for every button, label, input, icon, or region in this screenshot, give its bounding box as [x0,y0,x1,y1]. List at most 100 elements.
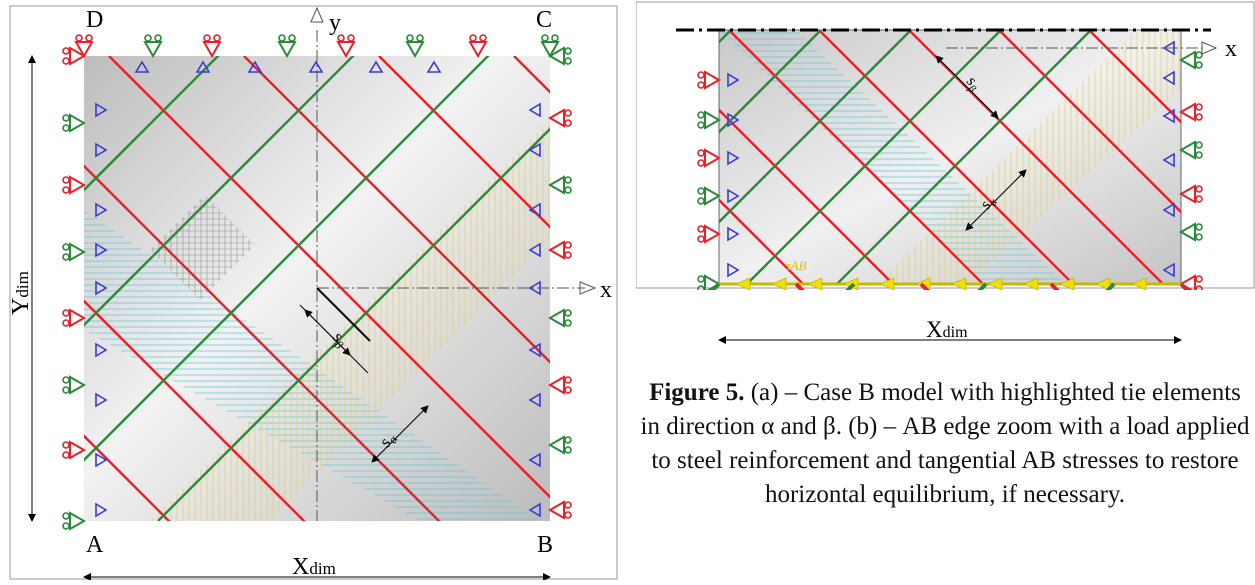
roller-support-left [62,242,87,262]
blue-support-right [528,280,541,296]
alpha-tie-line-b [1088,30,1181,124]
roller-support-right [547,240,572,260]
beta-tie-line [84,56,220,192]
beta-tie-line-b [836,30,1093,284]
panel-b-frame [635,1,1255,289]
tau-ab-arrow [1131,277,1147,291]
blue-support-left [95,242,108,258]
tau-ab-arrow [951,277,967,291]
blue-support-top [308,60,324,73]
tau-ab-arrow [771,277,787,291]
roller-support-left [62,511,87,531]
s-beta-arrow-b [935,55,999,119]
s-alpha-arrow [371,405,429,463]
blue-support-left-b [727,188,740,204]
beta-tie-line-b [746,30,1003,284]
roller-support-left [62,440,87,460]
tau-ab-arrow [735,277,751,291]
panel-b-bottom: Xdim [636,290,1255,370]
figure-caption: Figure 5. (a) – Case B model with highli… [640,376,1250,512]
tau-ab-label: τAB [786,258,807,273]
blue-support-left [95,142,108,158]
roller-support-top [74,34,94,59]
case-b-model-diagram: y x sβ sα D C A B Xdim Ydim [8,5,618,581]
blue-support-left-b [727,150,740,166]
roller-support-right [547,108,572,128]
alpha-tie-line [84,299,306,521]
panel-a: y x sβ sα D C A B Xdim Ydim [0,0,618,581]
blue-support-left-b [727,72,740,88]
roller-support-right [547,175,572,195]
roller-support-left [62,113,87,133]
roller-support-left-b [697,186,722,206]
roller-support-top [540,34,560,59]
beta-tie-lines [84,56,550,521]
x-axis-label-b: x [1225,36,1237,62]
s-beta-arrow [304,309,351,356]
corner-label-a: A [86,532,104,558]
roller-support-top [202,34,222,59]
beta-tie-line-b [636,0,669,284]
blue-support-top [195,60,211,73]
roller-support-left [62,308,87,328]
blue-support-right [528,452,541,468]
x-axis-arrow [579,281,597,295]
blue-support-right [528,142,541,158]
beta-tie-line [84,56,355,327]
roller-support-left [62,175,87,195]
alpha-tie-line [84,434,171,521]
blue-support-top [134,60,150,73]
roller-support-right-b [1178,102,1203,122]
panel-b-bottom-svg: Xdim [718,317,1182,344]
blue-support-right-b [1162,152,1175,168]
corner-label-c: C [536,7,552,33]
tau-ab-arrow [879,277,895,291]
alpha-tie-line [84,164,441,521]
roller-support-left-b [697,148,722,168]
roller-support-top [468,34,488,59]
s-alpha-arrow-b [965,169,1027,231]
y-axis-label: y [329,10,341,36]
blue-support-left-b [727,262,740,278]
blue-support-right [528,202,541,218]
blue-support-left [95,452,108,468]
blue-support-right [528,102,541,118]
x-axis-arrow-b [1201,41,1218,55]
blue-support-right-b [1162,108,1175,124]
blue-support-right-b [1162,202,1175,218]
alpha-tie-lines [84,56,550,521]
alpha-tie-line-b [719,108,895,284]
beta-tie-line [157,127,550,521]
blue-support-left [95,202,108,218]
roller-support-right [547,435,572,455]
alpha-tie-line [108,56,550,499]
blue-support-right [528,242,541,258]
blue-support-left [95,502,108,518]
tau-ab-arrow [1095,277,1111,291]
roller-support-right-b [1178,50,1203,70]
beta-tie-line-b [719,30,823,134]
roller-support-right [547,308,572,328]
roller-support-left-b [697,110,722,130]
blue-support-left [95,342,108,358]
roller-support-right-b [1178,222,1203,242]
x-dim-label-b: Xdim [926,317,968,342]
alpha-tie-line-b [998,30,1181,214]
beta-tie-line [84,56,490,462]
alpha-tie-line [243,56,550,364]
ab-edge-zoom-diagram: x sβ sα τAB σασασασασβσβσβσβB A [635,0,1255,333]
tau-ab-arrow [1059,277,1075,291]
blue-support-top [247,60,263,73]
roller-support-right-b [1178,140,1203,160]
supports-panel-a [62,34,572,531]
tau-ab-arrow [987,277,1003,291]
tau-ab-arrow [807,277,823,291]
roller-support-top [336,34,356,59]
corner-label-b: B [537,532,553,558]
beta-tie-band-hatch-b [876,30,1181,284]
x-dim-label: Xdim [292,554,336,580]
blue-support-left [95,280,108,296]
figure-label: Figure 5. [649,379,745,406]
roller-support-top [143,34,163,59]
roller-support-right [547,500,572,520]
